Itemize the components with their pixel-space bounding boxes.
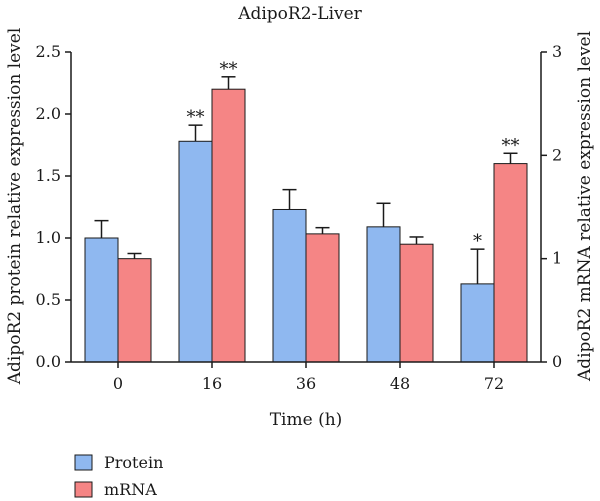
bar — [272, 208, 307, 363]
legend-swatch — [74, 481, 93, 498]
x-tick-label: 72 — [484, 374, 504, 393]
y-axis-left-label: AdipoR2 protein relative expression leve… — [5, 28, 25, 386]
y-axis-right-label: AdipoR2 mRNA relative expression level — [575, 31, 595, 382]
bar — [178, 140, 213, 363]
x-tick-label: 36 — [296, 374, 316, 393]
y-left-tick-label: 2.0 — [36, 104, 61, 123]
significance-marker: ** — [187, 107, 205, 128]
legend: Protein mRNA — [74, 453, 163, 499]
bar — [305, 233, 340, 363]
x-axis-label: Time (h) — [270, 410, 343, 430]
legend-label: Protein — [104, 453, 163, 472]
significance-marker: ** — [220, 59, 238, 80]
legend-swatch — [74, 454, 93, 471]
significance-marker: * — [473, 231, 482, 252]
x-tick-label: 48 — [390, 374, 410, 393]
y-right-tick-label: 1 — [552, 249, 562, 268]
bar — [493, 163, 528, 363]
bar — [211, 88, 246, 363]
y-right-tick-label: 3 — [552, 42, 562, 61]
significance-marker: ** — [502, 135, 520, 156]
x-tick-label: 0 — [113, 374, 123, 393]
y-right-tick-label: 2 — [552, 145, 562, 164]
y-left-tick-label: 1.5 — [36, 166, 61, 185]
bar — [460, 283, 495, 363]
legend-label: mRNA — [104, 480, 157, 499]
y-left-tick-label: 0.0 — [36, 352, 61, 371]
y-left-tick-label: 1.0 — [36, 228, 61, 247]
y-left-tick-label: 2.5 — [36, 42, 61, 61]
bar — [117, 258, 152, 363]
y-left-tick-label: 0.5 — [36, 290, 61, 309]
bar — [84, 237, 119, 363]
bar — [399, 243, 434, 363]
x-tick-label: 16 — [202, 374, 222, 393]
chart-title: AdipoR2-Liver — [237, 4, 362, 24]
bar — [366, 226, 401, 363]
y-right-tick-label: 0 — [552, 352, 562, 371]
